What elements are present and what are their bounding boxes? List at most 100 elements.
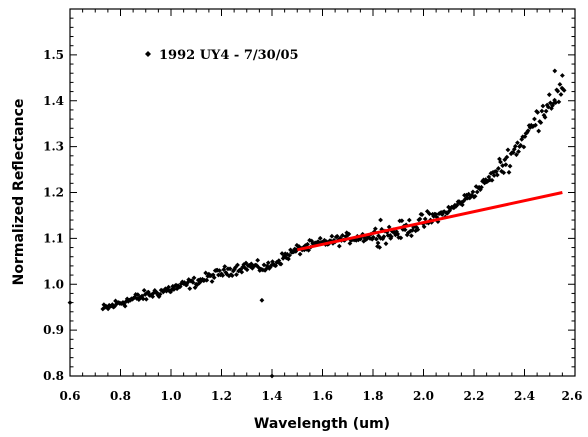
- data-point: [140, 296, 146, 302]
- data-point: [498, 159, 503, 165]
- data-point: [388, 235, 394, 241]
- x-axis-title: Wavelength (um): [254, 416, 390, 432]
- data-point: [494, 172, 500, 178]
- data-point: [343, 234, 349, 239]
- data-point: [227, 266, 233, 272]
- data-point: [141, 288, 147, 293]
- data-point: [317, 235, 323, 241]
- data-point: [486, 174, 492, 180]
- data-point: [550, 103, 555, 109]
- data-point: [329, 233, 335, 239]
- x-tick-label: 0.8: [110, 389, 131, 403]
- data-point: [514, 152, 519, 158]
- data-point: [516, 149, 521, 154]
- data-point: [538, 120, 544, 126]
- data-point: [279, 251, 285, 256]
- data-point: [539, 108, 545, 114]
- data-point: [265, 260, 271, 266]
- data-point: [347, 240, 353, 246]
- data-point: [340, 232, 345, 238]
- data-point: [470, 189, 476, 195]
- data-point: [122, 303, 128, 309]
- data-point: [204, 277, 210, 283]
- data-point: [425, 220, 431, 226]
- data-point: [380, 236, 386, 242]
- data-point: [504, 154, 510, 160]
- x-tick-label: 1.6: [312, 389, 333, 403]
- data-point: [551, 101, 556, 106]
- data-point: [412, 223, 418, 229]
- y-tick-label: 1.0: [43, 277, 64, 291]
- data-point: [415, 227, 421, 232]
- data-point: [189, 278, 195, 284]
- x-tick-label: 1.0: [161, 389, 182, 403]
- data-point: [459, 202, 465, 208]
- data-point: [521, 144, 527, 150]
- data-point: [474, 189, 480, 195]
- data-point: [495, 166, 501, 171]
- data-point: [156, 294, 162, 300]
- data-point: [208, 273, 214, 278]
- data-point: [535, 110, 541, 115]
- data-point: [297, 251, 303, 257]
- data-point: [546, 92, 552, 98]
- data-point: [417, 216, 423, 222]
- data-point: [556, 99, 562, 105]
- data-point: [179, 279, 185, 285]
- data-point: [173, 282, 179, 288]
- data-point: [305, 241, 310, 247]
- data-point: [209, 279, 215, 284]
- data-point: [375, 240, 381, 246]
- data-point: [389, 229, 395, 234]
- data-point: [302, 243, 308, 248]
- data-point: [394, 229, 399, 235]
- data-point: [485, 178, 491, 184]
- y-tick-label: 0.9: [43, 323, 64, 337]
- data-point: [231, 267, 237, 272]
- y-tick-label: 0.8: [43, 369, 64, 383]
- data-point: [413, 228, 419, 234]
- data-point: [174, 286, 180, 292]
- x-tick-label: 2.0: [413, 389, 434, 403]
- data-point: [301, 247, 307, 253]
- data-point: [435, 219, 441, 225]
- data-point: [547, 100, 553, 106]
- data-point: [491, 173, 497, 178]
- x-tick-label: 1.8: [363, 389, 384, 403]
- data-point: [507, 163, 513, 169]
- data-point: [187, 286, 193, 292]
- data-point: [378, 217, 383, 223]
- data-point: [321, 239, 326, 245]
- data-point: [409, 233, 414, 239]
- data-point: [134, 296, 140, 301]
- data-point: [493, 169, 499, 174]
- y-axis-title: Normalized Reflectance: [11, 99, 27, 286]
- data-point: [376, 233, 381, 239]
- data-point: [479, 184, 484, 190]
- data-point: [381, 234, 387, 240]
- data-point: [533, 122, 538, 128]
- data-point: [384, 229, 390, 235]
- data-point: [217, 268, 222, 273]
- x-tick-label: 2.2: [464, 389, 485, 403]
- data-point: [242, 265, 248, 271]
- data-point: [480, 178, 485, 184]
- data-point: [229, 273, 235, 279]
- data-point: [334, 233, 340, 239]
- data-point: [377, 245, 383, 250]
- data-point: [67, 300, 73, 305]
- data-point: [239, 269, 245, 275]
- data-point: [220, 273, 226, 278]
- data-point: [307, 237, 313, 243]
- data-point: [105, 306, 111, 312]
- data-point: [135, 292, 141, 298]
- data-point: [232, 265, 238, 270]
- data-point: [150, 294, 156, 300]
- legend: 1992 UY4 - 7/30/05: [145, 48, 299, 63]
- y-tick-label: 1.2: [43, 186, 64, 200]
- y-tick-labels: 0.8 0.9 1.0 1.1 1.2 1.3 1.4 1.5: [43, 48, 64, 383]
- x-tick-label: 2.4: [514, 389, 535, 403]
- data-point: [369, 236, 375, 242]
- data-point: [157, 291, 163, 297]
